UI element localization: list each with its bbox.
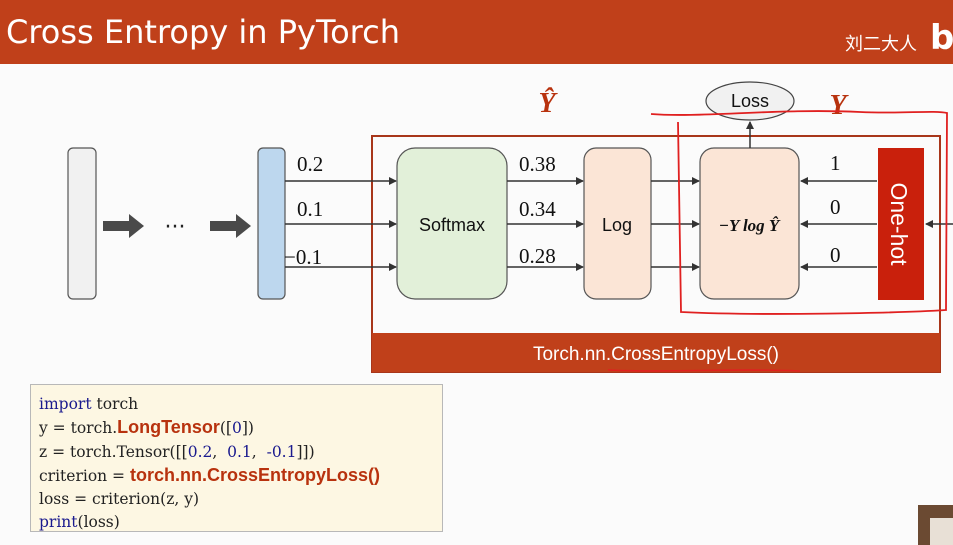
softmax-label: Softmax <box>419 215 485 235</box>
logit-value-2: 0.1 <box>297 197 323 221</box>
log-label: Log <box>602 215 632 235</box>
thick-arrow-2 <box>210 214 251 238</box>
code-line-4: criterion = torch.nn.CrossEntropyLoss() <box>39 464 442 488</box>
crossentropy-footer-label: Torch.nn.CrossEntropyLoss() <box>533 344 779 365</box>
prob-value-2: 0.34 <box>519 197 556 221</box>
code-line-3: z = torch.Tensor([[0.2, 0.1, -0.1]]) <box>39 441 442 464</box>
handdrawn-underline-footer <box>608 370 800 371</box>
video-thumbnail-corner-inner <box>930 518 953 545</box>
y-label: Y <box>829 90 849 121</box>
longtensor-highlight: LongTensor <box>117 417 220 437</box>
prob-value-1: 0.38 <box>519 152 556 176</box>
code-snippet: import torch y = torch.LongTensor([0]) z… <box>30 384 443 532</box>
ellipsis-text: ··· <box>165 215 186 240</box>
onehot-label: One-hot <box>886 182 912 266</box>
code-line-6: print(loss) <box>39 511 442 534</box>
input-layer-box <box>68 148 96 299</box>
code-line-2: y = torch.LongTensor([0]) <box>39 416 442 440</box>
prob-value-3: 0.28 <box>519 244 556 268</box>
linear-output-box <box>258 148 285 299</box>
crossentropy-highlight: torch.nn.CrossEntropyLoss() <box>130 465 380 485</box>
nll-formula: −Y log Ŷ <box>719 216 781 235</box>
onehot-value-2: 0 <box>830 195 841 219</box>
logit-value-3: −0.1 <box>284 245 322 269</box>
onehot-value-3: 0 <box>830 243 841 267</box>
code-line-1: import torch <box>39 393 442 416</box>
logit-value-1: 0.2 <box>297 152 323 176</box>
loss-label: Loss <box>731 91 769 111</box>
onehot-value-1: 1 <box>830 151 841 175</box>
y-hat-label: Ŷ <box>538 88 558 119</box>
thick-arrow-1 <box>103 214 144 238</box>
code-line-5: loss = criterion(z, y) <box>39 488 442 511</box>
